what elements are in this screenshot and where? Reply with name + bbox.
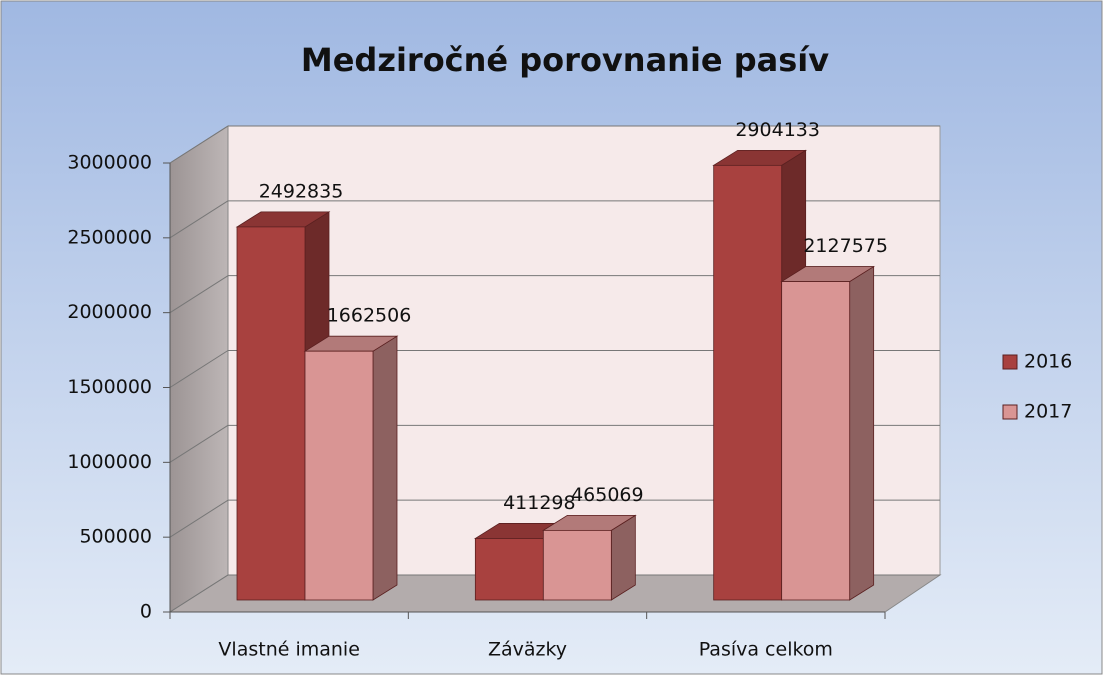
y-tick-label: 0 <box>140 601 152 623</box>
grid-line <box>169 424 229 463</box>
grid-line <box>169 275 229 314</box>
x-tick-label: Pasíva celkom <box>699 639 833 661</box>
bar <box>542 529 612 601</box>
y-tick-label: 1000000 <box>67 451 152 473</box>
legend-swatch <box>1002 404 1018 420</box>
bar-side <box>849 265 875 601</box>
bar <box>781 281 851 601</box>
data-label: 411298 <box>503 492 576 514</box>
grid-line <box>169 125 229 164</box>
data-label: 2492835 <box>259 180 344 202</box>
grid-line <box>169 350 229 388</box>
x-tick-label: Vlastné imanie <box>218 639 359 661</box>
bar <box>713 164 783 601</box>
legend-swatch <box>1002 354 1018 370</box>
legend-label: 2017 <box>1024 401 1072 423</box>
data-label: 1662506 <box>327 305 412 327</box>
bar-side <box>372 335 398 601</box>
chart-title: Medziročné porovnanie pasív <box>301 41 829 79</box>
y-tick-label: 2000000 <box>67 301 152 323</box>
y-tick-label: 500000 <box>79 526 152 548</box>
bar <box>236 226 306 601</box>
data-label: 2127575 <box>803 235 888 257</box>
grid-line <box>169 574 229 613</box>
grid-line <box>169 200 229 239</box>
grid-line <box>169 499 229 538</box>
y-tick-label: 3000000 <box>67 152 152 174</box>
bar <box>474 538 544 601</box>
y-tick-label: 2500000 <box>67 226 152 248</box>
data-label: 2904133 <box>735 119 820 141</box>
data-label: 465069 <box>571 484 644 506</box>
y-tick-label: 1500000 <box>67 376 152 398</box>
legend-label: 2016 <box>1024 351 1072 373</box>
x-tick-label: Záväzky <box>488 639 567 661</box>
bar <box>304 350 374 601</box>
